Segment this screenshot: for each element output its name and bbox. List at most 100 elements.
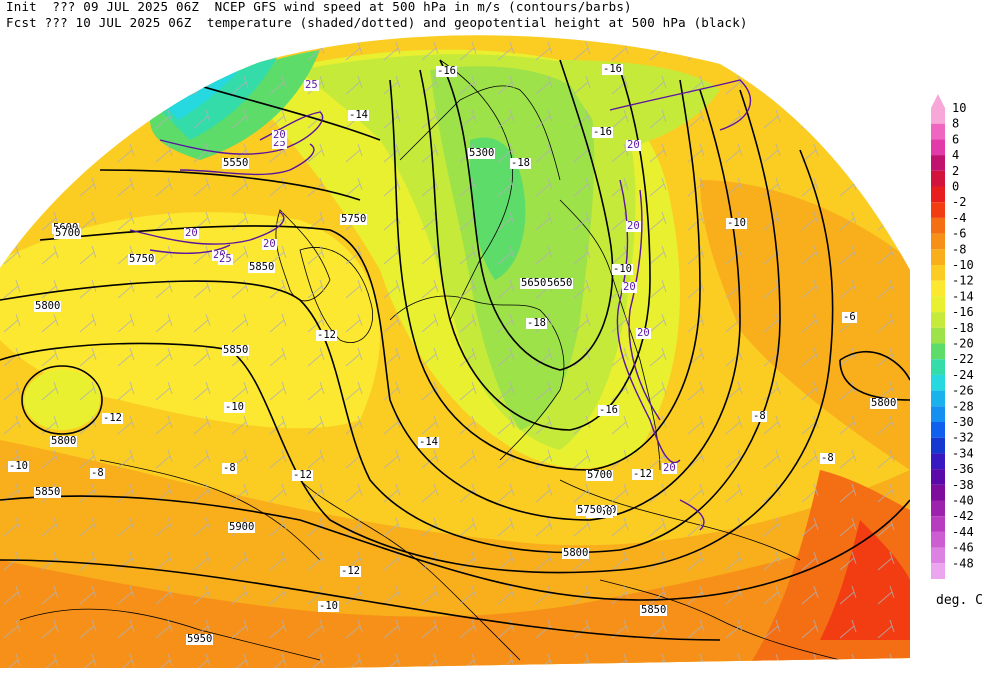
height-contour-label: 5300	[468, 147, 496, 159]
wind-speed-label: 20	[626, 139, 641, 151]
colorbar-tick-label: -46	[952, 541, 974, 555]
colorbar-swatch	[931, 296, 945, 313]
temperature-label: -14	[348, 109, 369, 121]
colorbar-tick-label: 10	[952, 101, 966, 115]
colorbar-swatch	[931, 186, 945, 203]
colorbar-swatch	[931, 217, 945, 234]
colorbar-swatch	[931, 406, 945, 422]
colorbar-swatch	[931, 202, 945, 218]
wind-speed-label: 20	[636, 327, 651, 339]
colorbar-tick-label: -14	[952, 289, 974, 303]
height-contour-label: 5750	[576, 504, 604, 516]
temperature-label: -12	[316, 329, 337, 341]
temperature-label: -16	[592, 126, 613, 138]
wind-speed-label: 20	[272, 129, 287, 141]
colorbar-swatch	[931, 312, 945, 328]
height-contour-label: 5800	[562, 547, 590, 559]
height-contour-label: 5800	[870, 397, 898, 409]
height-contour-label: 5850	[248, 261, 276, 273]
colorbar-tick-label: -22	[952, 352, 974, 366]
colorbar-swatch	[931, 469, 945, 485]
wind-speed-label: 20	[662, 462, 677, 474]
height-contour-label: 5650	[546, 277, 574, 289]
colorbar-tick-label: -42	[952, 509, 974, 523]
colorbar-tick-label: -38	[952, 478, 974, 492]
temperature-label: -10	[726, 217, 747, 229]
colorbar-swatch	[931, 249, 945, 265]
colorbar-tick-label: -24	[952, 368, 974, 382]
colorbar-tick-label: -30	[952, 415, 974, 429]
height-contour-label: 5850	[640, 604, 668, 616]
temperature-label: -16	[602, 63, 623, 75]
wind-speed-label: 20	[626, 220, 641, 232]
wind-contours	[129, 79, 751, 531]
temperature-label: -16	[436, 65, 457, 77]
colorbar-tick-label: -48	[952, 556, 974, 570]
colorbar-tick-label: -26	[952, 384, 974, 398]
colorbar-swatch	[931, 563, 945, 579]
header-line-1: Init ??? 09 JUL 2025 06Z NCEP GFS wind s…	[6, 0, 632, 14]
temperature-label: -8	[90, 467, 105, 479]
colorbar-swatch	[931, 108, 945, 124]
colorbar-swatch	[931, 139, 945, 156]
colorbar-swatch	[931, 280, 945, 297]
height-contour-label: 5750	[340, 213, 368, 225]
height-contour-label: 5950	[186, 633, 214, 645]
height-contours	[0, 59, 910, 641]
colorbar-tick-label: -4	[952, 211, 966, 225]
colorbar-swatch	[931, 155, 945, 171]
colorbar-tick-label: -8	[952, 242, 966, 256]
colorbar-swatch	[931, 170, 945, 187]
colorbar-swatch	[931, 453, 945, 470]
colorbar-tick-label: 6	[952, 132, 959, 146]
wind-speed-label: 20	[184, 227, 199, 239]
colorbar-tick-label: -28	[952, 399, 974, 413]
colorbar-tick-label: -18	[952, 321, 974, 335]
temperature-label: -6	[842, 311, 857, 323]
temperature-label: -16	[598, 404, 619, 416]
temperature-label: -12	[292, 469, 313, 481]
wind-speed-label: 25	[218, 253, 233, 265]
colorbar-swatch	[931, 123, 945, 140]
height-contour-label: 5800	[50, 435, 78, 447]
colorbar-swatch	[931, 265, 945, 281]
colorbar-arrow	[931, 94, 945, 108]
colorbar-tick-label: -32	[952, 431, 974, 445]
colorbar-tick-label: -16	[952, 305, 974, 319]
temperature-label: -10	[612, 263, 633, 275]
temperature-label: -12	[102, 412, 123, 424]
colorbar-swatch	[931, 547, 945, 564]
temperature-label: -10	[8, 460, 29, 472]
temperature-label: -8	[752, 410, 767, 422]
wind-speed-label: 20	[262, 238, 277, 250]
temperature-label: -8	[222, 462, 237, 474]
colorbar-tick-label: -40	[952, 494, 974, 508]
temperature-label: -18	[510, 157, 531, 169]
colorbar-tick-label: -44	[952, 525, 974, 539]
height-contour-label: 5850	[34, 486, 62, 498]
colorbar-swatch	[931, 484, 945, 501]
temperature-label: -8	[820, 452, 835, 464]
colorbar-unit: deg. C	[936, 593, 983, 608]
colorbar-swatch	[931, 390, 945, 407]
colorbar-swatch	[931, 233, 945, 250]
header-line-2: Fcst ??? 10 JUL 2025 06Z temperature (sh…	[6, 15, 748, 30]
colorbar-swatch	[931, 437, 945, 454]
temperature-label: -10	[318, 600, 339, 612]
colorbar-swatch	[931, 327, 945, 344]
colorbar-tick-label: -20	[952, 337, 974, 351]
temperature-label: -12	[632, 468, 653, 480]
height-contour-label: 5700	[54, 227, 82, 239]
height-contour-label: 5550	[222, 157, 250, 169]
colorbar-tick-label: 8	[952, 117, 959, 131]
colorbar-swatch	[931, 374, 945, 391]
wind-speed-label: 25	[272, 137, 287, 149]
colorbar-tick-label: -34	[952, 446, 974, 460]
height-contour-label: 5800	[34, 300, 62, 312]
colorbar-swatch	[931, 516, 945, 532]
colorbar-swatch	[931, 359, 945, 375]
wind-speed-label: 25	[304, 79, 319, 91]
wind-speed-label: 20	[622, 281, 637, 293]
colorbar-tick-label: -36	[952, 462, 974, 476]
temperature-label: -10	[224, 401, 245, 413]
